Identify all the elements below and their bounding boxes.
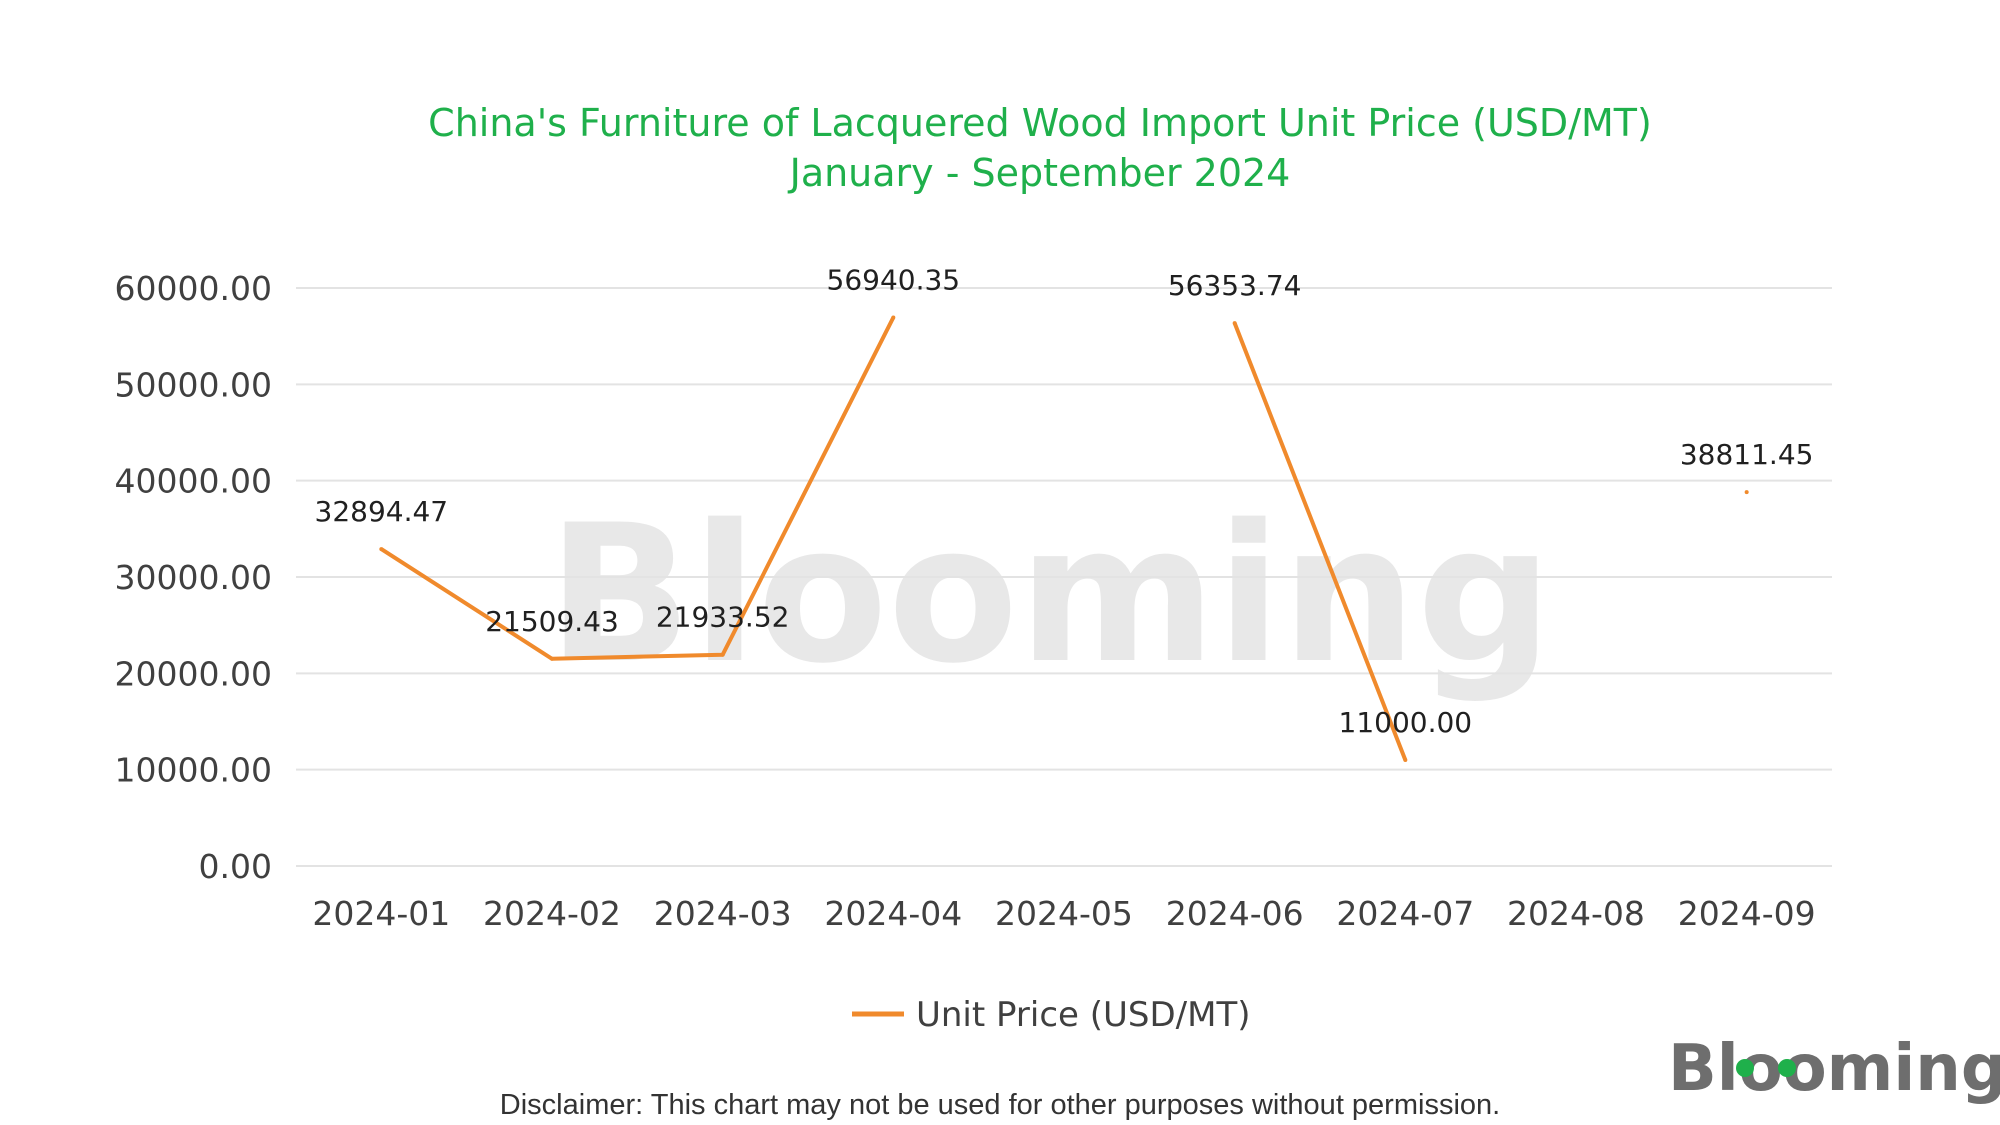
y-tick-label: 60000.00 [115, 269, 272, 308]
x-tick-label: 2024-08 [1507, 894, 1645, 933]
data-point [720, 652, 725, 657]
x-tick-label: 2024-01 [312, 894, 450, 933]
y-tick-label: 40000.00 [115, 462, 272, 501]
x-tick-label: 2024-02 [483, 894, 621, 933]
data-point [550, 656, 554, 661]
data-point [1232, 321, 1237, 326]
chart-subtitle: January - September 2024 [788, 151, 1291, 195]
watermark: Blooming [547, 484, 1552, 705]
logo-dot [1736, 1059, 1754, 1077]
x-tick-label: 2024-06 [1166, 894, 1304, 933]
y-tick-label: 10000.00 [115, 751, 272, 790]
logo-dot [1778, 1059, 1796, 1077]
data-label: 21509.43 [485, 605, 619, 638]
data-labels: 32894.47 21509.43 21933.52 56940.35 56353.74… [315, 263, 1814, 739]
data-point [379, 547, 384, 552]
y-tick-label: 0.00 [199, 847, 272, 886]
disclaimer: Disclaimer: This chart may not be used f… [500, 1089, 1500, 1121]
data-point [891, 315, 896, 320]
y-tick-label: 50000.00 [115, 365, 272, 404]
chart-title: China's Furniture of Lacquered Wood Impo… [428, 101, 1652, 145]
data-label: 38811.45 [1680, 438, 1814, 471]
logo-text: Blooming [1668, 1032, 2000, 1106]
legend: Unit Price (USD/MT) [852, 995, 1251, 1035]
series-group [379, 315, 1749, 763]
data-label: 11000.00 [1339, 706, 1473, 739]
x-tick-label: 2024-03 [654, 894, 792, 933]
data-point [1403, 758, 1408, 763]
y-tick-label: 20000.00 [115, 654, 272, 693]
x-axis-ticks: 2024-01 2024-02 2024-03 2024-04 2024-05 2024-… [312, 894, 1815, 933]
x-tick-label: 2024-04 [824, 894, 962, 933]
data-label: 56353.74 [1168, 269, 1302, 302]
grid-lines [296, 287, 1832, 867]
y-tick-label: 30000.00 [115, 558, 272, 597]
series-line [380, 316, 896, 661]
x-tick-label: 2024-05 [995, 894, 1133, 933]
series-line [1232, 322, 1408, 761]
logo: Blooming [1668, 1032, 2000, 1106]
data-point [1744, 490, 1749, 495]
legend-label: Unit Price (USD/MT) [916, 995, 1251, 1035]
data-label: 56940.35 [827, 263, 961, 296]
data-label: 21933.52 [656, 601, 790, 634]
x-tick-label: 2024-07 [1336, 894, 1474, 933]
x-tick-label: 2024-09 [1678, 894, 1816, 933]
y-axis-ticks: 0.00 10000.00 20000.00 30000.00 40000.00 5000… [115, 269, 272, 886]
data-label: 32894.47 [315, 495, 449, 528]
